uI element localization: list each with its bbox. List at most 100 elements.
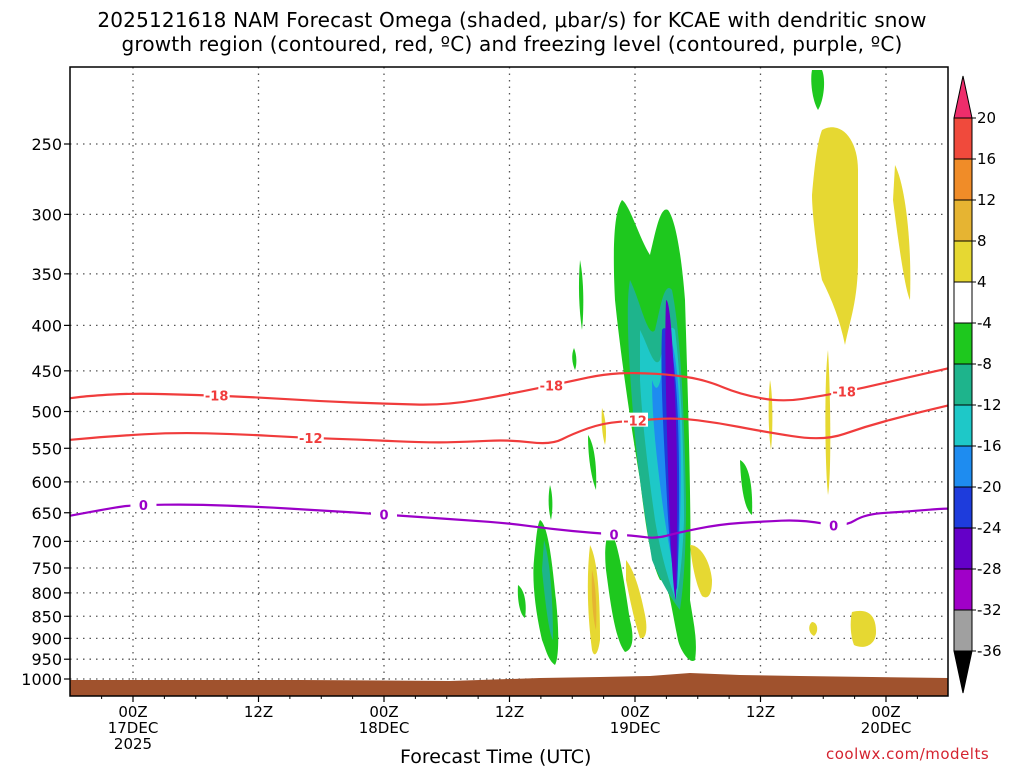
contour-label: 0 [829, 519, 838, 534]
contour-label-bg [371, 506, 397, 521]
omega-green-left-5 [578, 260, 584, 330]
colorbar-label-8: 8 [977, 232, 987, 250]
colorbar: 20 16 12 8 4 -4 -8 -12 -16 -20 -24 -28 -32 -36 [953, 75, 1002, 694]
colorbar-cell--28 [953, 568, 973, 611]
colorbar-bottom-arrow [953, 650, 973, 694]
x-tick-label-24-1: 18DEC [359, 719, 410, 737]
credit-link[interactable]: coolwx.com/modelts [826, 745, 990, 763]
omega-teal-left [542, 540, 553, 640]
colorbar-label--24: -24 [977, 519, 1002, 537]
omega-green-left-3 [588, 435, 597, 490]
y-tick-label-850: 850 [31, 607, 62, 626]
contour-label-bg [820, 517, 847, 532]
omega-yellow-lower-5 [850, 610, 876, 647]
colorbar-cell--16 [953, 445, 973, 488]
y-tick-label-450: 450 [31, 362, 62, 381]
omega-yellow-lower-2 [626, 560, 647, 639]
title-line-1: 2025121618 NAM Forecast Omega (shaded, μ… [97, 8, 927, 32]
x-tick-label-60-0: 12Z [746, 703, 775, 721]
x-tick-label-0-2: 2025 [114, 735, 152, 753]
y-tick-label-800: 800 [31, 584, 62, 603]
contour-label-bg [601, 526, 628, 541]
colorbar-label--32: -32 [977, 601, 1002, 619]
omega-yellow-lower-6 [809, 622, 818, 636]
contour-label: -18 [540, 379, 564, 394]
contour-temp-12 [70, 404, 948, 445]
chart-title: 2025121618 NAM Forecast Omega (shaded, μ… [0, 8, 1024, 56]
y-tick-label-550: 550 [31, 439, 62, 458]
contour-label: -18 [205, 390, 229, 405]
colorbar-label--16: -16 [977, 437, 1002, 455]
x-tick-label-0-1: 17DEC [108, 719, 159, 737]
y-tick-label-650: 650 [31, 504, 62, 523]
x-tick-label-0-0: 00Z [118, 703, 147, 721]
omega-green-top [811, 70, 825, 110]
contour-label-bg [622, 412, 648, 427]
contour-label: -12 [623, 415, 647, 430]
colorbar-cell--32 [953, 609, 973, 652]
contour-label: -12 [299, 432, 323, 447]
colorbar-cell-8 [953, 240, 973, 283]
contour-label: 0 [379, 509, 388, 524]
y-tick-label-400: 400 [31, 316, 62, 335]
y-tick-label-350: 350 [31, 265, 62, 284]
colorbar-label-4: 4 [977, 273, 987, 291]
colorbar-cell-16 [953, 158, 973, 201]
colorbar-label--4: -4 [977, 314, 992, 332]
colorbar-cell--4 [953, 322, 973, 365]
contour-lines: -18 -18 -18 -12 -12 0 0 0 0 [70, 367, 948, 543]
omega-yellow-mid [601, 408, 606, 445]
omega-yellow-spot [825, 350, 831, 495]
contour-label-bg [538, 377, 565, 392]
x-tick-label-12-0: 12Z [244, 703, 273, 721]
contour-label: -18 [832, 386, 856, 401]
omega-yellow-lower-4 [768, 380, 773, 450]
y-tick-label-900: 900 [31, 629, 62, 648]
x-tick-label-24-0: 00Z [369, 703, 398, 721]
y-tick-label-600: 600 [31, 473, 62, 492]
x-tick-label-48-0: 00Z [620, 703, 649, 721]
colorbar-cell-20 [953, 117, 973, 160]
x-tick-label-72-1: 20DEC [861, 719, 912, 737]
colorbar-label--20: -20 [977, 478, 1002, 496]
x-axis-label: Forecast Time (UTC) [400, 746, 592, 768]
colorbar-cell--24 [953, 527, 973, 570]
omega-green-left-4 [572, 348, 577, 370]
colorbar-label--36: -36 [977, 642, 1002, 660]
contour-label: 0 [610, 528, 619, 543]
y-axis: 250 300 350 400 450 500 550 600 650 700 750 800 850 9… [21, 135, 70, 689]
colorbar-cell--20 [953, 486, 973, 529]
omega-orange-lower-1 [591, 570, 597, 630]
colorbar-label-16: 16 [977, 150, 996, 168]
y-tick-label-500: 500 [31, 403, 62, 422]
colorbar-cell--8 [953, 363, 973, 406]
contour-label-bg [130, 496, 157, 511]
contour-label-bg [297, 429, 324, 444]
y-tick-label-950: 950 [31, 650, 62, 669]
colorbar-label-12: 12 [977, 191, 996, 209]
contour-label-bg [203, 387, 230, 402]
y-tick-label-700: 700 [31, 532, 62, 551]
colorbar-label-20: 20 [977, 109, 996, 127]
omega-green-left-2 [517, 585, 526, 618]
title-line-2: growth region (contoured, red, ºC) and f… [121, 32, 903, 56]
terrain-band [70, 673, 948, 696]
colorbar-cell-4 [953, 281, 973, 324]
colorbar-label--12: -12 [977, 396, 1002, 414]
contour-label: 0 [139, 499, 148, 514]
x-tick-label-72-0: 00Z [871, 703, 900, 721]
y-tick-label-250: 250 [31, 135, 62, 154]
omega-green-lower-1 [605, 530, 633, 652]
omega-yellow-upper [812, 127, 858, 345]
y-tick-label-750: 750 [31, 559, 62, 578]
omega-green-lower-2 [740, 460, 753, 515]
y-tick-label-300: 300 [31, 205, 62, 224]
colorbar-cell-12 [953, 199, 973, 242]
omega-green-left-6 [548, 485, 553, 520]
colorbar-label--28: -28 [977, 560, 1002, 578]
x-tick-label-36-0: 12Z [495, 703, 524, 721]
contour-label-bg [831, 383, 858, 398]
omega-yellow-lower-3 [690, 545, 712, 598]
